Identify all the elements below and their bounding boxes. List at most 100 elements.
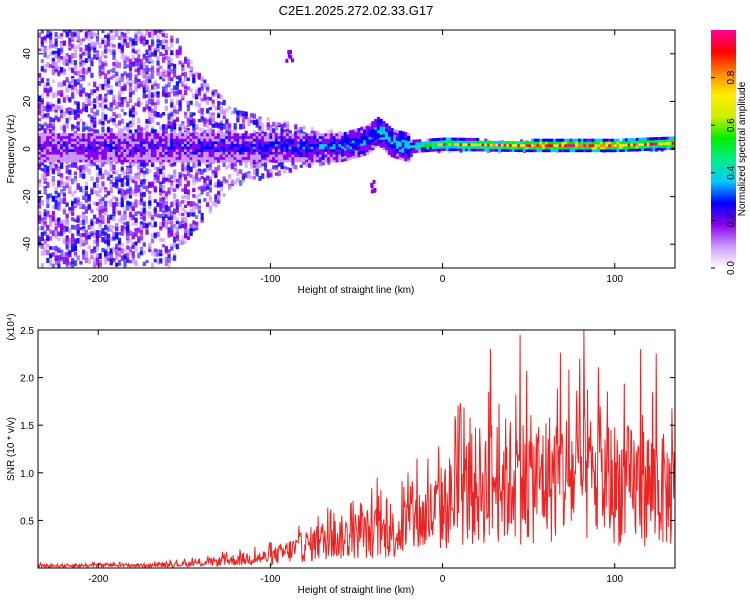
spectrogram-cell bbox=[112, 159, 116, 163]
spectrogram-cell bbox=[115, 59, 119, 65]
spectrogram-cell bbox=[219, 109, 224, 114]
spectrogram-cell bbox=[161, 71, 166, 77]
spectrogram-cell bbox=[43, 209, 47, 213]
spectrogram-cell bbox=[145, 259, 149, 264]
spectrogram-cell bbox=[401, 141, 405, 145]
spectrogram-cell bbox=[123, 38, 127, 45]
spectrogram-cell bbox=[115, 30, 119, 35]
spectrogram-cell bbox=[131, 135, 135, 139]
spectrogram-cell bbox=[186, 138, 190, 142]
spectrogram-cell bbox=[38, 226, 42, 231]
spectrogram-cell bbox=[40, 151, 44, 155]
spectrogram-cell bbox=[272, 121, 276, 127]
spectrogram-cell bbox=[161, 135, 166, 139]
spectrogram-cell bbox=[150, 143, 155, 147]
spectrogram-cell bbox=[40, 100, 44, 106]
spectrogram-cell bbox=[153, 206, 157, 210]
spectrogram-cell bbox=[84, 156, 89, 160]
spectrogram-cell bbox=[258, 119, 262, 126]
spectrogram-cell bbox=[126, 245, 130, 250]
spectrogram-cell bbox=[150, 39, 155, 46]
spectrogram-cell bbox=[247, 171, 251, 175]
spectrogram-cell bbox=[161, 69, 166, 74]
spectrogram-cell bbox=[437, 148, 441, 152]
spectrogram-cell bbox=[90, 154, 94, 158]
spectrogram-cell bbox=[164, 92, 168, 98]
spectrogram-cell bbox=[247, 138, 251, 142]
spectrogram-cell bbox=[104, 256, 108, 262]
spectrogram-cell bbox=[82, 61, 86, 66]
spectrogram-cell bbox=[148, 133, 152, 137]
spectrogram-cell bbox=[123, 65, 127, 69]
spectrogram-cell bbox=[49, 215, 53, 220]
spectrogram-cell bbox=[156, 156, 160, 160]
spectrogram-cell bbox=[76, 159, 80, 163]
spectrogram-cell bbox=[68, 66, 72, 71]
spectrogram-cell bbox=[153, 185, 157, 192]
spectrogram-cell bbox=[128, 238, 133, 243]
spectrogram-cell bbox=[280, 148, 284, 152]
spectrogram-cell bbox=[175, 49, 179, 56]
spectrogram-cell bbox=[57, 255, 61, 261]
spectrogram-cell bbox=[192, 118, 196, 125]
spectrogram-cell bbox=[117, 97, 122, 101]
spectrogram-cell bbox=[82, 141, 86, 145]
spectrogram-cell bbox=[346, 131, 350, 135]
spectrogram-cell bbox=[365, 128, 369, 132]
spectrogram-cell bbox=[98, 170, 102, 176]
spectrogram-cell bbox=[112, 44, 116, 48]
spectrogram-cell bbox=[101, 232, 105, 236]
spectrogram-cell bbox=[277, 143, 281, 147]
spectrogram-cell bbox=[128, 58, 133, 65]
spectrogram-cell bbox=[376, 129, 381, 133]
spectrogram-cell bbox=[101, 97, 105, 104]
spectrogram-cell bbox=[219, 159, 224, 163]
spectrogram-cell bbox=[175, 109, 179, 115]
spectrogram-cell bbox=[76, 148, 80, 152]
spectrogram-cell bbox=[68, 159, 72, 163]
spectrogram-cell bbox=[46, 82, 50, 86]
spectrogram-cell bbox=[109, 248, 113, 253]
spectrogram-cell bbox=[65, 138, 69, 142]
spectrogram-cell bbox=[324, 146, 328, 150]
spectrogram-cell bbox=[76, 199, 80, 206]
spectrogram-cell bbox=[456, 142, 460, 146]
spectrogram-cell bbox=[43, 138, 47, 142]
spectrogram-cell bbox=[38, 166, 42, 170]
spectrogram-cell bbox=[84, 159, 89, 163]
spectrogram-cell bbox=[161, 176, 166, 180]
spectrogram-cell bbox=[263, 156, 268, 160]
spectrogram-cell bbox=[313, 143, 317, 147]
spectrogram-cell bbox=[73, 64, 78, 71]
spectrogram-cell bbox=[109, 163, 113, 167]
spectrogram-cell bbox=[420, 146, 425, 150]
spectrogram-cell bbox=[396, 150, 400, 154]
spectrogram-cell bbox=[195, 135, 199, 139]
spectrogram-cell bbox=[241, 116, 246, 122]
spectrogram-cell bbox=[57, 221, 61, 228]
spectrogram-cell bbox=[120, 148, 124, 152]
spectrogram-cell bbox=[109, 146, 113, 150]
spectrogram-cell bbox=[76, 182, 80, 188]
spectrogram-cell bbox=[236, 169, 240, 174]
spectrogram-cell bbox=[120, 166, 124, 172]
spectrogram-cell bbox=[40, 159, 44, 166]
spectrogram-cell bbox=[38, 80, 42, 86]
spectrogram-cell bbox=[396, 129, 400, 133]
spectrogram-cell bbox=[244, 162, 248, 168]
spectrogram-cell bbox=[404, 137, 408, 141]
spectrogram-cell bbox=[390, 151, 394, 155]
spectrogram-cell bbox=[49, 151, 53, 155]
spectrogram-cell bbox=[398, 133, 403, 137]
spectrogram-cell bbox=[236, 154, 240, 158]
spectrogram-cell bbox=[302, 146, 306, 150]
spectrogram-cell bbox=[280, 165, 284, 169]
spectrogram-cell bbox=[106, 226, 111, 232]
spectrogram-cell bbox=[230, 179, 235, 185]
spectrogram-cell bbox=[167, 121, 171, 125]
spectrogram-cell bbox=[156, 35, 160, 40]
spectrogram-cell bbox=[186, 189, 190, 195]
spectrogram-cell bbox=[117, 141, 122, 145]
spectrogram-cell bbox=[346, 146, 350, 150]
spectrogram-cell bbox=[217, 156, 221, 160]
